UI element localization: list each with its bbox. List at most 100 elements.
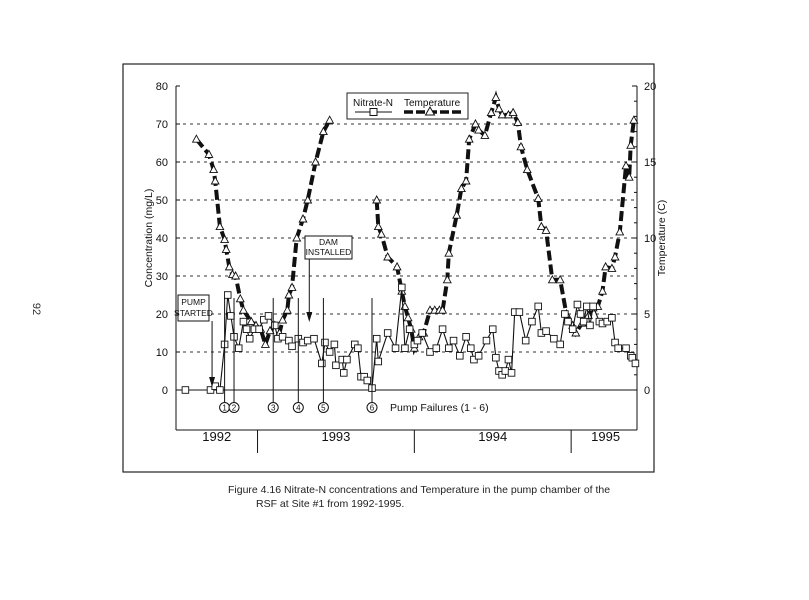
temperature-point	[392, 261, 402, 271]
pump-failure-marker	[228, 402, 240, 413]
year-label: 1994	[478, 429, 507, 444]
nitrate-point	[576, 310, 585, 318]
temperature-point	[442, 274, 452, 284]
nitrate-point	[181, 386, 190, 394]
temperature-point	[265, 325, 275, 335]
temperature-point	[497, 109, 507, 119]
nitrate-point	[504, 355, 513, 364]
nitrate-point	[631, 359, 640, 368]
temperature-point	[282, 305, 292, 314]
temperature-point	[624, 172, 634, 181]
temperature-point	[456, 183, 466, 193]
dam-installed-label: DAM	[319, 237, 338, 247]
nitrate-point	[573, 300, 582, 309]
y-tick-label-left: 70	[156, 119, 168, 131]
legend-nitrate-marker	[369, 108, 378, 116]
temperature-point	[403, 312, 413, 322]
temperature-point	[372, 195, 382, 204]
y-tick-label-left: 10	[156, 347, 168, 359]
temperature-point	[629, 115, 639, 124]
y-tick-label-right: 20	[644, 81, 656, 93]
nitrate-point	[556, 340, 564, 349]
pump-failure-number: 6	[370, 404, 375, 413]
nitrate-point	[401, 344, 409, 352]
temperature-point	[246, 316, 256, 326]
nitrate-point	[278, 333, 287, 341]
y-tick-label-right: 10	[644, 233, 656, 245]
nitrate-point	[216, 386, 224, 394]
nitrate-point	[608, 314, 616, 322]
temperature-point	[383, 252, 393, 261]
nitrate-point	[332, 361, 340, 370]
pump-failure-marker	[292, 402, 304, 413]
dam-installed-box	[304, 235, 353, 260]
temperature-point	[486, 107, 496, 117]
nitrate-point	[223, 291, 232, 299]
nitrate-point	[550, 334, 558, 343]
nitrate-point	[501, 367, 510, 375]
temperature-point	[516, 141, 526, 151]
year-label: 1992	[202, 429, 231, 444]
temperature-point	[298, 214, 308, 223]
y-tick-label-left: 30	[156, 271, 168, 283]
nitrate-point	[614, 344, 622, 352]
temperature-point	[626, 140, 636, 149]
nitrate-point	[255, 325, 263, 333]
temperature-point	[221, 244, 231, 253]
pump-failure-marker	[267, 402, 279, 413]
nitrate-point	[288, 342, 296, 351]
temperature-point	[376, 229, 386, 238]
nitrate-point	[227, 312, 235, 320]
nitrate-point	[264, 312, 273, 320]
nitrate-point	[330, 340, 339, 349]
temperature-point	[494, 103, 504, 113]
temperature-point	[292, 233, 302, 242]
temperature-point	[210, 176, 220, 185]
temperature-point	[231, 271, 241, 280]
arrow-head-icon	[209, 377, 216, 387]
temperature-point	[555, 274, 565, 284]
nitrate-point	[445, 344, 453, 352]
nitrate-point	[318, 359, 326, 368]
nitrate-point	[325, 348, 334, 356]
nitrate-point	[426, 348, 434, 356]
nitrate-point	[391, 344, 400, 352]
temperature-point	[303, 195, 313, 204]
temperature-point	[480, 130, 490, 139]
temperature-point	[287, 282, 297, 291]
temperature-point	[209, 164, 219, 174]
nitrate-point	[568, 325, 577, 333]
nitrate-point	[310, 334, 318, 343]
temperature-point	[621, 160, 631, 170]
nitrate-point	[589, 302, 597, 311]
nitrate-point	[528, 317, 536, 326]
arrow-head-icon	[306, 312, 313, 322]
temperature-point	[444, 248, 454, 257]
y-tick-label-right: 0	[644, 385, 650, 397]
temperature-point	[191, 134, 201, 143]
temperature-point	[601, 261, 611, 271]
temperature-point	[235, 293, 245, 303]
nitrate-point	[603, 317, 611, 326]
nitrate-point	[303, 336, 312, 345]
nitrate-point	[405, 325, 414, 333]
temperature-point	[278, 315, 288, 324]
nitrate-point	[470, 355, 478, 364]
temperature-point	[215, 221, 225, 231]
nitrate-point	[340, 369, 348, 377]
nitrate-point	[564, 317, 572, 326]
y-tick-label-left: 50	[156, 195, 168, 207]
nitrate-point	[372, 334, 381, 343]
temperature-point	[224, 261, 234, 271]
nitrate-point	[456, 352, 464, 360]
nitrate-point	[321, 338, 329, 347]
nitrate-point	[492, 353, 500, 362]
temperature-point	[452, 210, 462, 219]
y-tick-label-right: 5	[644, 309, 650, 321]
temperature-point	[536, 221, 546, 231]
temperature-point	[461, 176, 471, 185]
nitrate-point	[234, 344, 243, 352]
nitrate-point	[413, 336, 422, 345]
nitrate-point	[583, 302, 591, 311]
nitrate-point	[432, 344, 441, 352]
